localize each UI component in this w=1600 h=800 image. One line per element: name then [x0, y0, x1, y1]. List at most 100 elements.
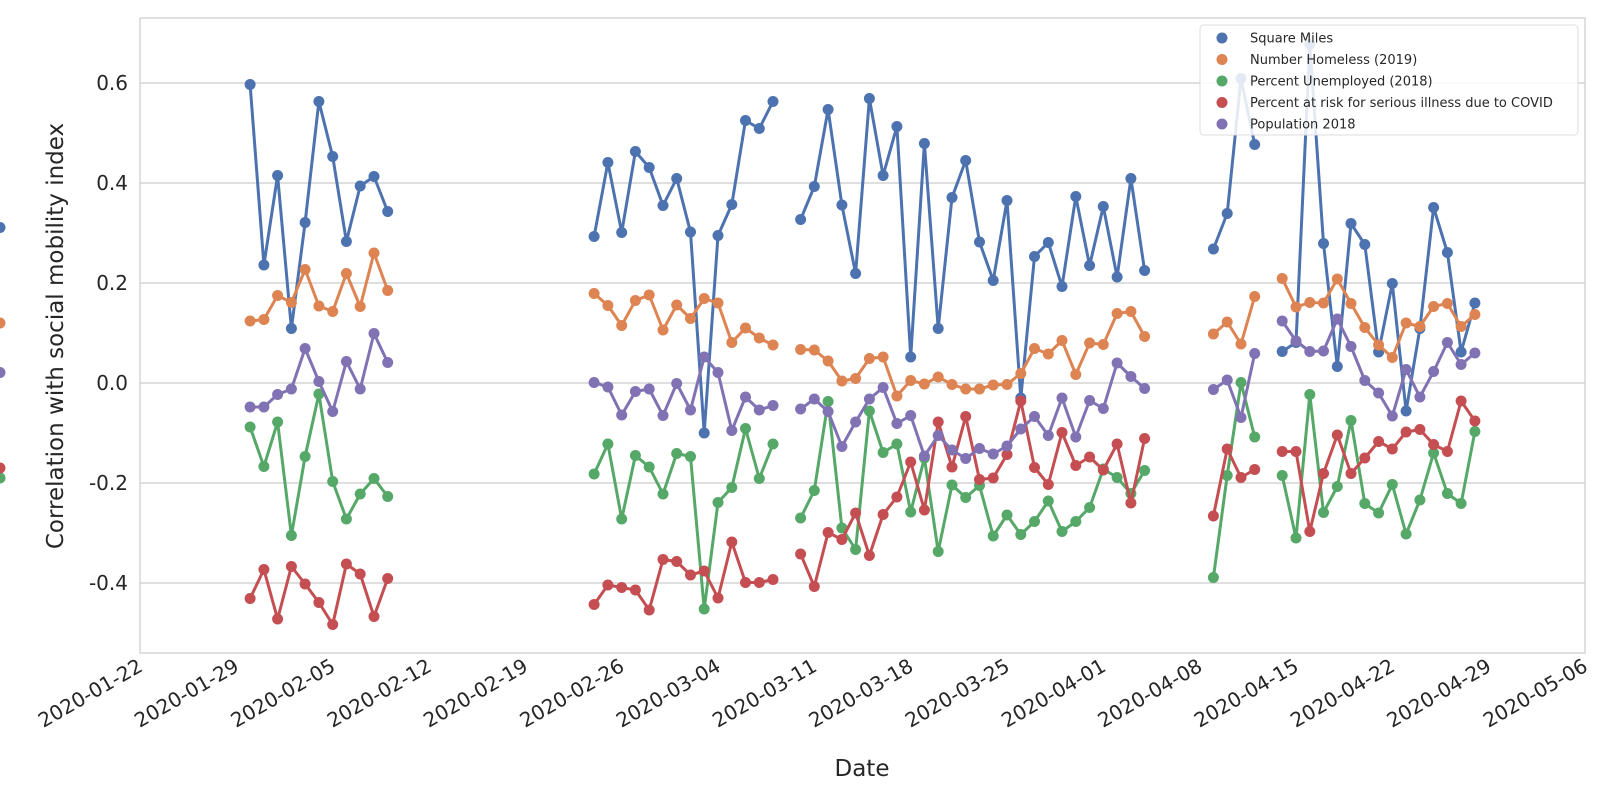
data-point: [616, 513, 628, 525]
data-point: [767, 339, 779, 351]
data-point: [0, 472, 6, 484]
data-point: [753, 123, 765, 134]
data-point: [1276, 446, 1288, 457]
data-point: [299, 578, 311, 590]
data-point: [1290, 532, 1302, 544]
data-point: [629, 584, 641, 596]
data-point: [905, 375, 917, 386]
data-point: [1400, 426, 1412, 438]
data-point: [987, 530, 999, 542]
data-point: [1428, 301, 1440, 312]
data-point: [685, 404, 696, 416]
data-point: [1139, 331, 1151, 342]
data-point: [1386, 352, 1398, 363]
data-point: [643, 604, 655, 616]
y-tick-label: 0.0: [96, 371, 128, 395]
data-point: [1304, 346, 1316, 357]
data-point: [382, 206, 394, 217]
data-point: [340, 356, 352, 367]
data-point: [905, 410, 917, 421]
data-point: [863, 393, 875, 405]
data-point: [285, 530, 297, 541]
plot-area-frame: [139, 17, 1586, 654]
data-point: [368, 611, 380, 622]
data-point: [244, 421, 256, 433]
data-point: [836, 375, 848, 387]
data-point: [1042, 479, 1054, 490]
data-point: [712, 497, 724, 508]
data-point: [946, 192, 958, 203]
data-point: [698, 427, 710, 439]
data-point: [850, 373, 862, 384]
data-point: [685, 226, 696, 238]
data-point: [836, 199, 848, 211]
data-point: [863, 353, 875, 364]
y-tick-label: 0.2: [96, 271, 128, 295]
legend-label: Number Homeless (2019): [1250, 53, 1417, 68]
data-point: [354, 383, 366, 395]
x-tick-label: 2020-04-22: [1286, 654, 1399, 733]
data-point: [918, 138, 930, 149]
data-point: [327, 619, 339, 630]
data-point: [313, 388, 325, 400]
data-point: [285, 561, 297, 572]
data-point: [1469, 297, 1481, 309]
data-point: [354, 568, 366, 580]
data-point: [712, 592, 724, 604]
data-point: [285, 383, 297, 395]
data-point: [1441, 446, 1453, 457]
data-point: [244, 79, 256, 90]
data-point: [960, 411, 972, 422]
data-point: [932, 416, 944, 428]
data-point: [1056, 392, 1068, 404]
data-point: [1290, 335, 1302, 347]
data-point: [1139, 433, 1151, 444]
data-point: [1111, 438, 1123, 450]
data-point: [1029, 462, 1040, 473]
data-point: [382, 357, 394, 368]
data-point: [1318, 297, 1329, 309]
data-point: [285, 297, 297, 308]
data-point: [1139, 265, 1151, 276]
data-point: [1084, 451, 1096, 463]
legend-marker: [1216, 118, 1228, 130]
data-point: [850, 268, 862, 279]
data-point: [946, 479, 958, 491]
data-point: [671, 378, 683, 389]
data-point: [740, 115, 751, 126]
data-point: [1345, 341, 1357, 352]
data-point: [795, 512, 807, 524]
legend-marker: [1216, 75, 1228, 87]
data-point: [1207, 328, 1219, 340]
series-line: [593, 292, 774, 347]
data-point: [272, 290, 284, 301]
data-point: [602, 438, 614, 450]
data-point: [1318, 238, 1329, 249]
data-point: [712, 297, 724, 309]
data-point: [795, 403, 807, 415]
data-point: [974, 236, 985, 248]
y-tick-label: 0.6: [96, 71, 128, 95]
data-point: [1414, 391, 1426, 403]
data-point: [1221, 208, 1233, 219]
data-point: [657, 554, 669, 565]
data-point: [712, 230, 724, 241]
data-point: [671, 299, 683, 311]
data-point: [767, 574, 779, 585]
data-point: [698, 293, 710, 304]
data-point: [1359, 375, 1371, 386]
data-point: [960, 155, 972, 166]
data-point: [368, 328, 380, 339]
data-point: [340, 513, 352, 525]
data-point: [1207, 384, 1219, 395]
data-point: [808, 181, 820, 192]
data-point: [836, 534, 848, 545]
series-line: [248, 562, 390, 626]
data-point: [1001, 440, 1013, 452]
data-point: [767, 400, 779, 411]
data-point: [1331, 313, 1343, 325]
data-point: [877, 509, 889, 520]
data-point: [918, 378, 930, 390]
data-point: [1455, 395, 1467, 407]
data-point: [891, 491, 903, 503]
